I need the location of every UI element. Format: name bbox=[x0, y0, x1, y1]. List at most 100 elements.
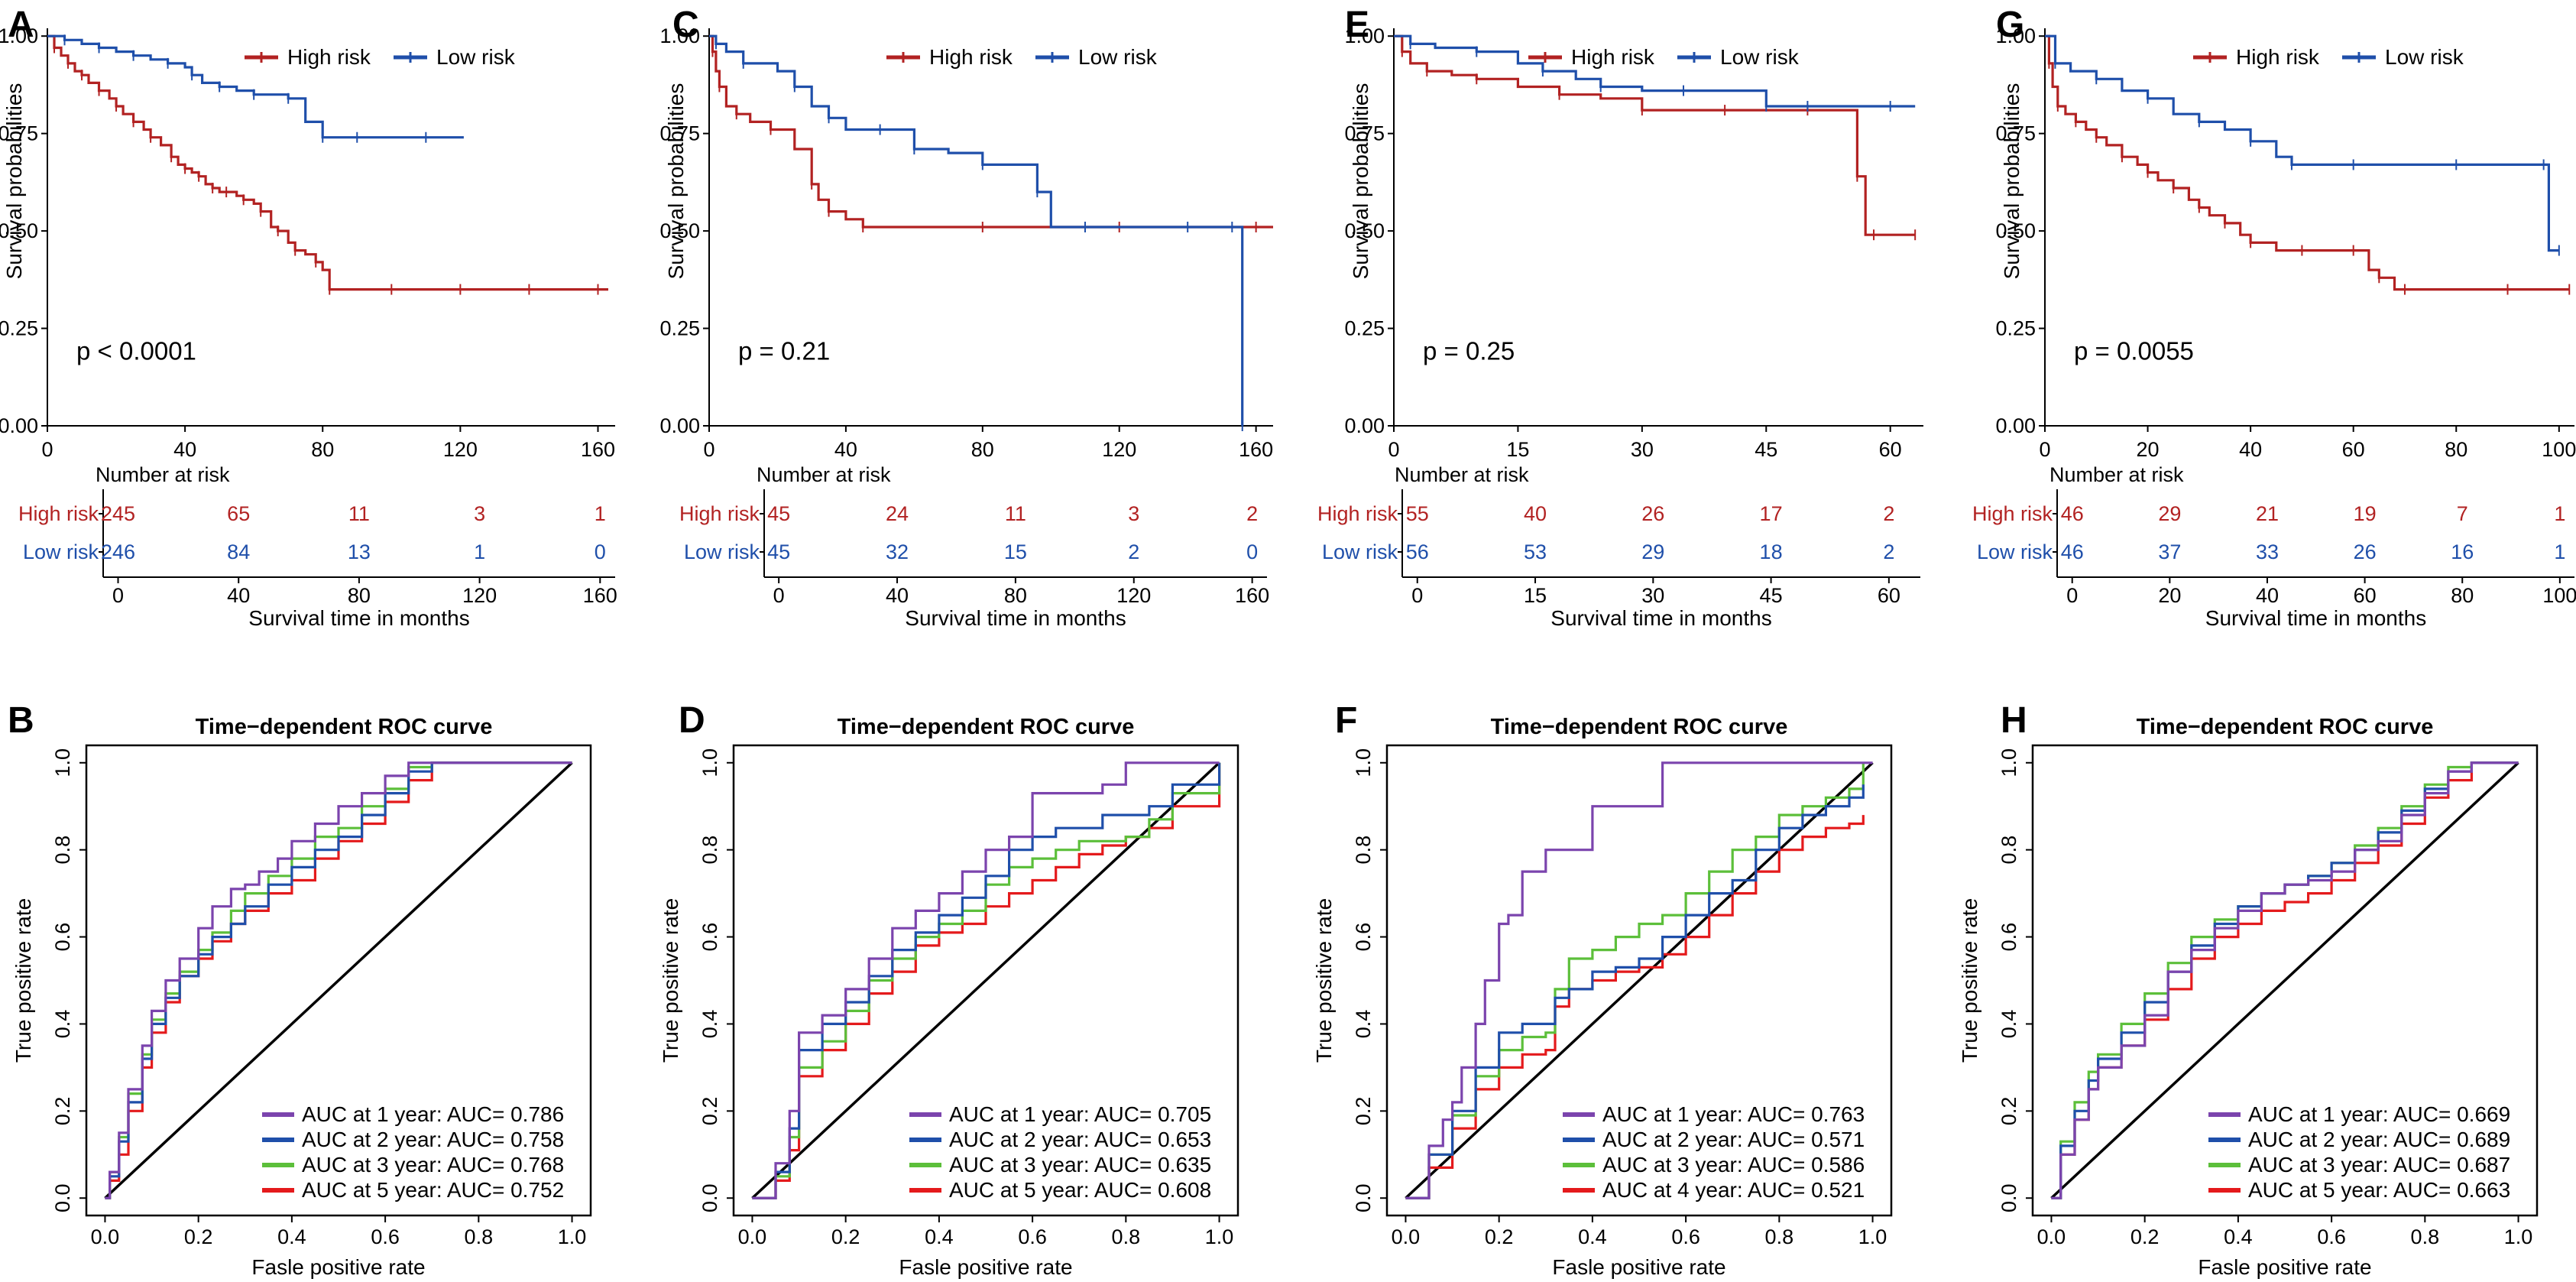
risk-x-tick-label: 100 bbox=[2542, 584, 2576, 607]
x-tick-label: 0.8 bbox=[2411, 1225, 2440, 1248]
y-tick-label: 0.50 bbox=[659, 219, 700, 242]
y-tick-label: 0.4 bbox=[51, 1010, 74, 1039]
risk-x-axis-label: Survival time in months bbox=[1550, 606, 1771, 630]
risk-value-low: 2 bbox=[1128, 540, 1139, 563]
risk-value-low: 29 bbox=[1641, 540, 1664, 563]
plot-frame bbox=[85, 744, 592, 1217]
chart-title: Time−dependent ROC curve bbox=[196, 715, 493, 739]
risk-value-high: 55 bbox=[1406, 502, 1429, 525]
legend-label: AUC at 1 year: AUC= 0.669 bbox=[2248, 1102, 2510, 1126]
x-axis-label: Fasle positive rate bbox=[1552, 1255, 1725, 1279]
risk-x-tick-label: 40 bbox=[2256, 584, 2279, 607]
x-tick-label: 60 bbox=[1879, 438, 1902, 461]
risk-value-high: 7 bbox=[2457, 502, 2468, 525]
x-axis-label: Fasle positive rate bbox=[2198, 1255, 2371, 1279]
risk-value-high: 24 bbox=[886, 502, 909, 525]
x-tick-label: 1.0 bbox=[2504, 1225, 2533, 1248]
y-tick-label: 1.00 bbox=[659, 24, 700, 47]
legend-label: AUC at 3 year: AUC= 0.768 bbox=[302, 1153, 564, 1177]
roc-curve-2 bbox=[752, 762, 1221, 1199]
risk-value-low: 26 bbox=[2354, 540, 2377, 563]
y-tick-label: 0.6 bbox=[1998, 923, 2020, 952]
x-tick-label: 0.4 bbox=[1578, 1225, 1607, 1248]
legend-label: AUC at 1 year: AUC= 0.763 bbox=[1602, 1102, 1865, 1126]
y-axis-label: True positive rate bbox=[1958, 898, 1981, 1063]
risk-value-high: 46 bbox=[2061, 502, 2084, 525]
y-axis-label: True positive rate bbox=[1312, 898, 1336, 1063]
panel-letter: D bbox=[679, 700, 705, 741]
risk-x-tick-label: 80 bbox=[1004, 584, 1027, 607]
risk-value-low: 246 bbox=[101, 540, 135, 563]
y-axis-label: Survival probabilities bbox=[2000, 83, 2024, 280]
km-panel-g: G 0.00 0.25 0.50 0.75 1.00 0 20 40 60 80 100 Surviva… bbox=[1972, 5, 2576, 630]
risk-value-high: 3 bbox=[1128, 502, 1139, 525]
y-tick-label: 0.4 bbox=[698, 1010, 721, 1039]
diagonal-reference-line bbox=[1405, 761, 1874, 1199]
plot-frame bbox=[732, 744, 1239, 1217]
legend-label-low: Low risk bbox=[2385, 45, 2464, 69]
y-tick-label: 0.2 bbox=[698, 1097, 721, 1126]
chart-title: Time−dependent ROC curve bbox=[838, 715, 1135, 739]
risk-value-high: 2 bbox=[1246, 502, 1258, 525]
risk-value-high: 17 bbox=[1760, 502, 1783, 525]
x-tick-label: 0.2 bbox=[184, 1225, 213, 1248]
x-tick-label: 40 bbox=[2239, 438, 2262, 461]
y-tick-label: 0.0 bbox=[51, 1183, 74, 1212]
x-tick-label: 0.6 bbox=[2317, 1225, 2346, 1248]
km-panel-e: E 0.00 0.25 0.50 0.75 1.00 0 15 30 45 60 Survival p… bbox=[1317, 5, 1923, 630]
y-tick-label: 0.6 bbox=[51, 923, 74, 952]
x-axis-label: Fasle positive rate bbox=[251, 1255, 425, 1279]
km-curve-high bbox=[47, 34, 608, 291]
risk-value-low: 0 bbox=[1246, 540, 1258, 563]
x-tick-label: 0.2 bbox=[831, 1225, 860, 1248]
y-tick-label: 0.50 bbox=[0, 219, 38, 242]
y-tick-label: 0.6 bbox=[698, 923, 721, 952]
risk-value-low: 45 bbox=[767, 540, 790, 563]
legend-label: AUC at 2 year: AUC= 0.653 bbox=[949, 1128, 1211, 1151]
km-curve-high bbox=[1394, 34, 1916, 236]
roc-panel-f: F Time−dependent ROC curve 0.0 0.2 0.4 0.6 0.8… bbox=[1312, 700, 1893, 1279]
legend-label: AUC at 2 year: AUC= 0.758 bbox=[302, 1128, 564, 1151]
km-curve-low bbox=[1394, 34, 1916, 108]
roc-curve-1 bbox=[105, 761, 572, 1199]
y-tick-label: 0.25 bbox=[1344, 317, 1385, 340]
y-axis-label: Survival probabilities bbox=[1349, 83, 1372, 280]
legend-label-low: Low risk bbox=[1720, 45, 1800, 69]
y-tick-label: 0.2 bbox=[1998, 1097, 2020, 1126]
x-tick-label: 0.8 bbox=[1112, 1225, 1141, 1248]
risk-value-low: 2 bbox=[1883, 540, 1894, 563]
risk-x-tick-label: 0 bbox=[2066, 584, 2078, 607]
risk-table-label: Number at risk bbox=[1395, 463, 1529, 486]
x-tick-label: 0.4 bbox=[925, 1225, 954, 1248]
risk-x-tick-label: 80 bbox=[348, 584, 371, 607]
x-tick-label: 0.6 bbox=[1671, 1225, 1700, 1248]
legend-label-high: High risk bbox=[287, 45, 371, 69]
risk-x-tick-label: 0 bbox=[773, 584, 785, 607]
risk-x-tick-label: 120 bbox=[462, 584, 497, 607]
x-tick-label: 0.6 bbox=[1018, 1225, 1047, 1248]
km-curve-high bbox=[2045, 34, 2570, 291]
x-tick-label: 0 bbox=[2039, 438, 2050, 461]
x-tick-label: 0.8 bbox=[1765, 1225, 1794, 1248]
y-tick-label: 0.25 bbox=[659, 317, 700, 340]
risk-x-tick-label: 60 bbox=[2354, 584, 2377, 607]
risk-value-low: 37 bbox=[2158, 540, 2181, 563]
roc-curve-1 bbox=[752, 761, 1220, 1199]
roc-panel-h: H Time−dependent ROC curve 0.0 0.2 0.4 0.6 0.8… bbox=[1958, 700, 2539, 1279]
panel-letter: C bbox=[672, 5, 699, 45]
risk-value-low: 13 bbox=[348, 540, 371, 563]
x-tick-label: 0.0 bbox=[2037, 1225, 2066, 1248]
risk-value-low: 15 bbox=[1004, 540, 1027, 563]
x-tick-label: 0.6 bbox=[371, 1225, 400, 1248]
y-tick-label: 0.00 bbox=[0, 414, 38, 437]
y-tick-label: 1.0 bbox=[51, 748, 74, 777]
panel-letter: F bbox=[1335, 700, 1357, 741]
risk-x-tick-label: 45 bbox=[1760, 584, 1783, 607]
x-axis-label: Fasle positive rate bbox=[899, 1255, 1072, 1279]
plot-frame bbox=[2031, 744, 2539, 1217]
y-tick-label: 1.0 bbox=[1352, 748, 1375, 777]
x-tick-label: 0.0 bbox=[738, 1225, 767, 1248]
risk-row-label-high: High risk bbox=[1972, 502, 2053, 525]
x-tick-label: 0.0 bbox=[1392, 1225, 1421, 1248]
diagonal-reference-line bbox=[2050, 761, 2519, 1199]
